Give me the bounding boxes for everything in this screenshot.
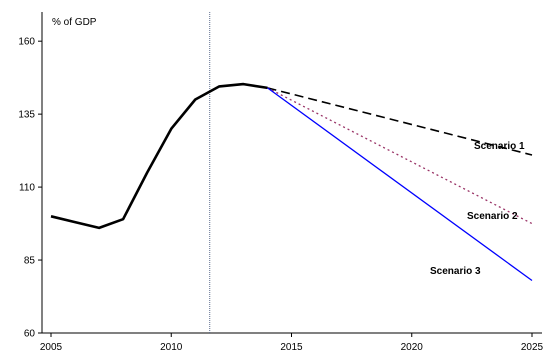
scenario-1-label: Scenario 1: [474, 141, 525, 152]
series-group: [50, 82, 533, 282]
x-tick-label: 2010: [160, 342, 183, 353]
scenario-1-line: [267, 87, 533, 156]
y-tick-label: 135: [18, 110, 35, 121]
x-tick-label: 2015: [280, 342, 303, 353]
scenario-3-line: [267, 87, 533, 282]
scenario-2-label: Scenario 2: [467, 211, 518, 222]
unit-label: % of GDP: [52, 17, 97, 28]
tick-group: 60 85 110 135 160 2005 2010 2015 2020 2025: [18, 37, 543, 353]
y-tick-label: 160: [18, 37, 35, 48]
y-tick-label: 60: [24, 329, 36, 340]
scenario-2-line: [267, 87, 533, 225]
x-tick-label: 2025: [521, 342, 543, 353]
y-tick-label: 110: [19, 183, 35, 194]
y-tick-label: 85: [24, 256, 36, 267]
x-tick-label: 2020: [401, 342, 424, 353]
historical-line: [50, 82, 268, 230]
scenario-3-label: Scenario 3: [430, 266, 481, 277]
axes: [41, 12, 542, 334]
x-tick-label: 2005: [40, 342, 63, 353]
